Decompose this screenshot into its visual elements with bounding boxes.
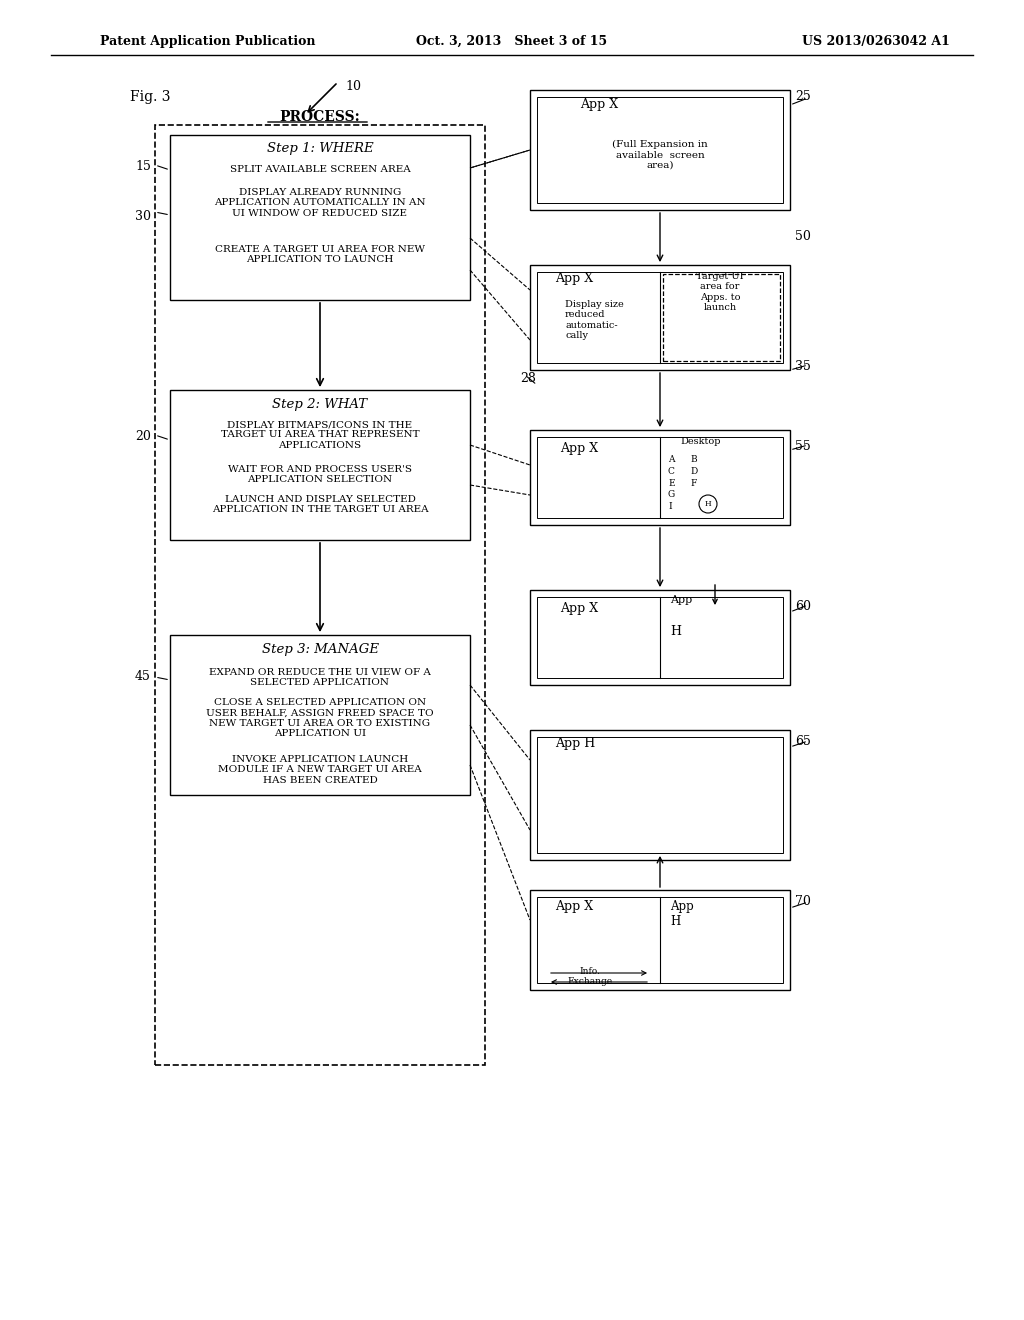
Text: WAIT FOR AND PROCESS USER'S
APPLICATION SELECTION: WAIT FOR AND PROCESS USER'S APPLICATION … — [228, 465, 412, 484]
Text: 50: 50 — [795, 230, 811, 243]
FancyBboxPatch shape — [170, 389, 470, 540]
FancyBboxPatch shape — [537, 437, 783, 517]
FancyBboxPatch shape — [537, 737, 783, 853]
Text: 35: 35 — [795, 360, 811, 374]
FancyBboxPatch shape — [537, 96, 783, 203]
FancyBboxPatch shape — [663, 275, 780, 360]
Text: CREATE A TARGET UI AREA FOR NEW
APPLICATION TO LAUNCH: CREATE A TARGET UI AREA FOR NEW APPLICAT… — [215, 246, 425, 264]
FancyBboxPatch shape — [537, 272, 783, 363]
Text: 65: 65 — [795, 735, 811, 748]
FancyBboxPatch shape — [170, 135, 470, 300]
Text: 20: 20 — [135, 430, 151, 444]
Text: 25: 25 — [795, 90, 811, 103]
Text: Display size
reduced
automatic-
cally: Display size reduced automatic- cally — [565, 300, 624, 341]
Text: Info.
Exchange: Info. Exchange — [567, 968, 612, 986]
Text: 28: 28 — [520, 372, 536, 385]
Text: CLOSE A SELECTED APPLICATION ON
USER BEHALF, ASSIGN FREED SPACE TO
NEW TARGET UI: CLOSE A SELECTED APPLICATION ON USER BEH… — [206, 698, 434, 738]
Text: US 2013/0263042 A1: US 2013/0263042 A1 — [802, 36, 950, 48]
Text: App
H: App H — [670, 900, 693, 928]
Text: 30: 30 — [135, 210, 151, 223]
Text: Fig. 3: Fig. 3 — [130, 90, 171, 104]
Text: Step 1: WHERE: Step 1: WHERE — [266, 143, 374, 154]
Text: Oct. 3, 2013   Sheet 3 of 15: Oct. 3, 2013 Sheet 3 of 15 — [417, 36, 607, 48]
Text: Step 3: MANAGE: Step 3: MANAGE — [261, 643, 379, 656]
Text: App X: App X — [555, 272, 593, 285]
Text: B
D
F: B D F — [690, 455, 697, 487]
Text: 15: 15 — [135, 160, 151, 173]
FancyBboxPatch shape — [537, 898, 783, 983]
Text: App H: App H — [555, 737, 595, 750]
Text: Step 2: WHAT: Step 2: WHAT — [272, 399, 368, 411]
FancyBboxPatch shape — [530, 890, 790, 990]
Text: 60: 60 — [795, 601, 811, 612]
FancyBboxPatch shape — [537, 597, 783, 678]
Text: Patent Application Publication: Patent Application Publication — [100, 36, 315, 48]
Text: 70: 70 — [795, 895, 811, 908]
Text: A
C
E
G
I: A C E G I — [668, 455, 675, 511]
Text: H: H — [670, 624, 681, 638]
Text: PROCESS:: PROCESS: — [280, 110, 360, 124]
Text: Target UI
area for
Apps. to
launch: Target UI area for Apps. to launch — [696, 272, 743, 313]
Text: App X: App X — [560, 602, 598, 615]
Text: Desktop: Desktop — [680, 437, 721, 446]
Text: DISPLAY BITMAPS/ICONS IN THE
TARGET UI AREA THAT REPRESENT
APPLICATIONS: DISPLAY BITMAPS/ICONS IN THE TARGET UI A… — [221, 420, 419, 450]
FancyBboxPatch shape — [530, 90, 790, 210]
Text: App X: App X — [555, 900, 593, 913]
Text: App: App — [670, 595, 692, 605]
FancyBboxPatch shape — [530, 730, 790, 861]
Text: 55: 55 — [795, 440, 811, 453]
Text: DISPLAY ALREADY RUNNING
APPLICATION AUTOMATICALLY IN AN
UI WINDOW OF REDUCED SIZ: DISPLAY ALREADY RUNNING APPLICATION AUTO… — [214, 187, 426, 218]
FancyBboxPatch shape — [530, 590, 790, 685]
Text: H: H — [705, 500, 712, 508]
FancyBboxPatch shape — [170, 635, 470, 795]
Text: SPLIT AVAILABLE SCREEN AREA: SPLIT AVAILABLE SCREEN AREA — [229, 165, 411, 174]
FancyBboxPatch shape — [530, 430, 790, 525]
Text: INVOKE APPLICATION LAUNCH
MODULE IF A NEW TARGET UI AREA
HAS BEEN CREATED: INVOKE APPLICATION LAUNCH MODULE IF A NE… — [218, 755, 422, 785]
Text: (Full Expansion in
available  screen
area): (Full Expansion in available screen area… — [612, 140, 708, 170]
Text: LAUNCH AND DISPLAY SELECTED
APPLICATION IN THE TARGET UI AREA: LAUNCH AND DISPLAY SELECTED APPLICATION … — [212, 495, 428, 515]
Text: App X: App X — [580, 98, 618, 111]
Text: EXPAND OR REDUCE THE UI VIEW OF A
SELECTED APPLICATION: EXPAND OR REDUCE THE UI VIEW OF A SELECT… — [209, 668, 431, 688]
Text: 10: 10 — [345, 81, 361, 92]
Text: App X: App X — [560, 442, 598, 455]
Text: 45: 45 — [135, 671, 151, 682]
FancyBboxPatch shape — [530, 265, 790, 370]
